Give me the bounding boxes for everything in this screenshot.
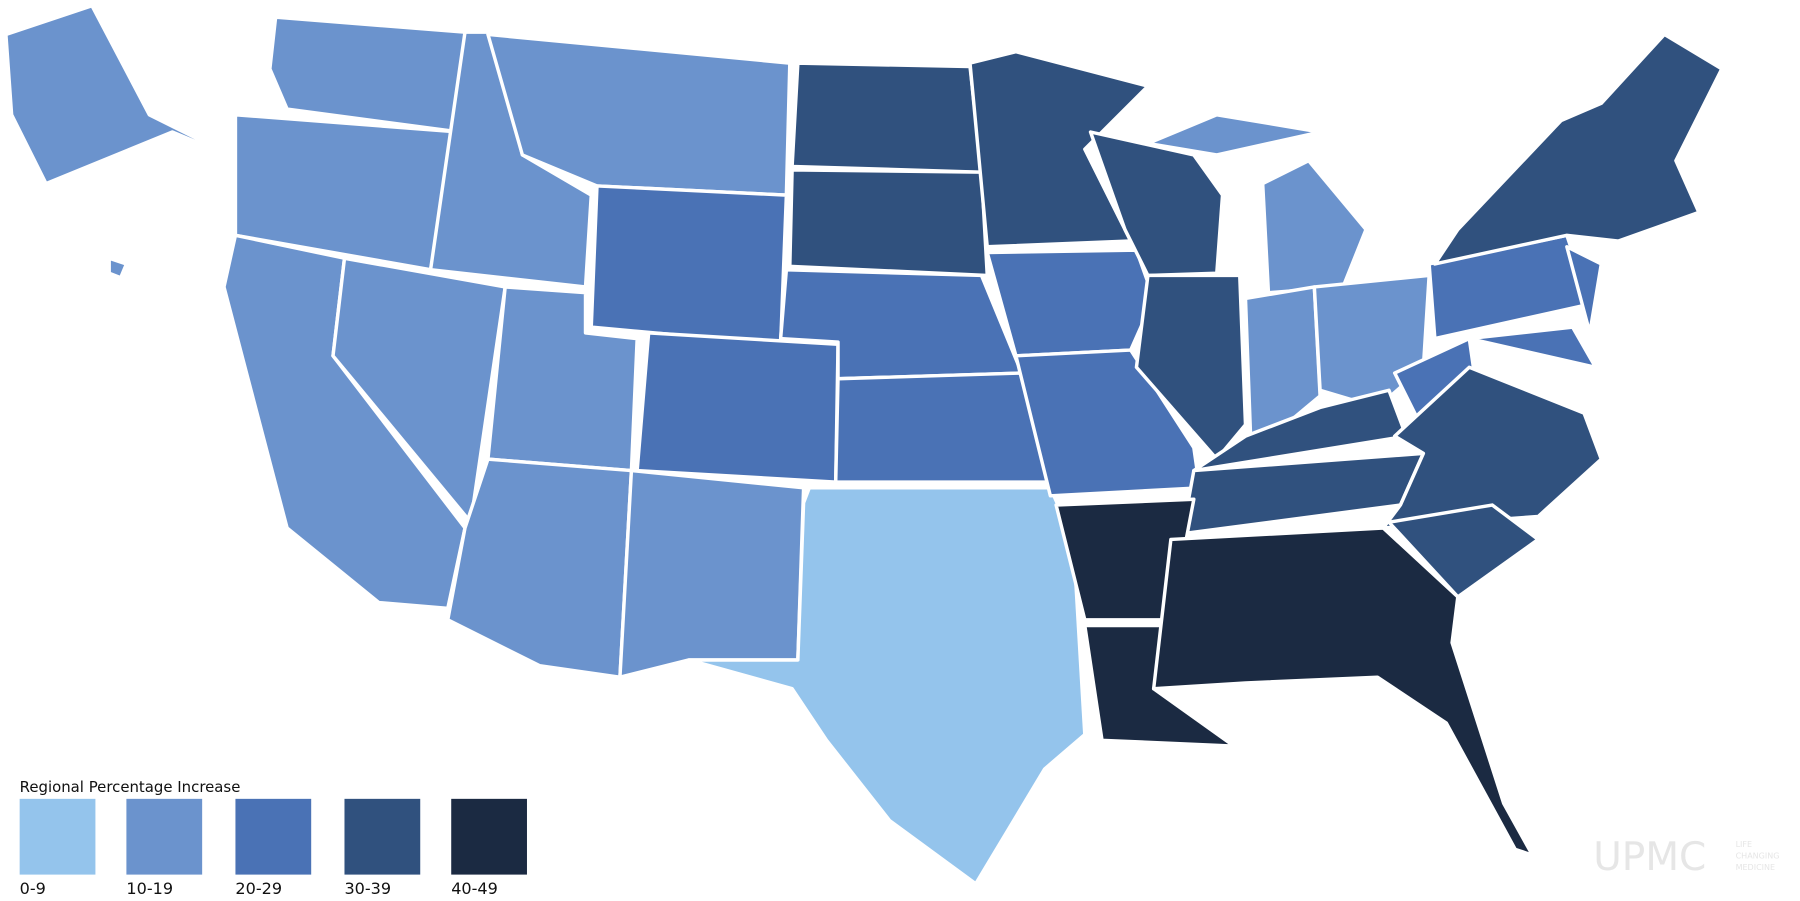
region — [1387, 503, 1540, 599]
legend-swatch — [235, 798, 312, 875]
region — [1088, 130, 1225, 278]
region — [1083, 623, 1236, 748]
legend-swatch — [344, 798, 421, 875]
logo-name: UPMC — [1593, 835, 1706, 880]
region — [1260, 158, 1368, 295]
region — [985, 248, 1156, 358]
region — [834, 371, 1053, 484]
region — [1192, 388, 1408, 473]
region — [968, 49, 1150, 249]
region — [107, 256, 129, 280]
legend-label: 0-9 — [20, 879, 46, 898]
region — [635, 331, 840, 484]
region — [1151, 526, 1535, 857]
logo: UPMC LIFE CHANGING MEDICINE — [1593, 835, 1779, 880]
logo-tagline: CHANGING — [1736, 852, 1780, 861]
regions — [4, 4, 1724, 886]
region — [618, 468, 806, 679]
region — [1565, 245, 1604, 335]
legend-label: 20-29 — [235, 879, 282, 898]
region — [268, 15, 467, 134]
legend-label: 10-19 — [126, 879, 173, 898]
region — [1243, 285, 1322, 456]
region — [1433, 32, 1724, 266]
logo-tagline: LIFE — [1736, 840, 1753, 849]
region — [1134, 273, 1248, 461]
legend-label: 30-39 — [344, 879, 391, 898]
region — [1467, 325, 1598, 370]
region — [4, 4, 243, 186]
region — [428, 30, 593, 289]
legend: 0-9 10-19 20-29 30-39 40-49 — [19, 798, 527, 898]
region — [446, 457, 634, 679]
legend-title: Regional Percentage Increase — [20, 778, 241, 796]
logo-tagline: MEDICINE — [1736, 863, 1776, 872]
region — [1146, 113, 1322, 157]
region — [788, 168, 989, 278]
region — [589, 184, 789, 347]
legend-swatch — [19, 798, 96, 875]
legend-label: 40-49 — [451, 879, 498, 898]
region — [790, 61, 984, 174]
legend-swatch — [451, 798, 527, 875]
legend-swatch — [126, 798, 203, 875]
